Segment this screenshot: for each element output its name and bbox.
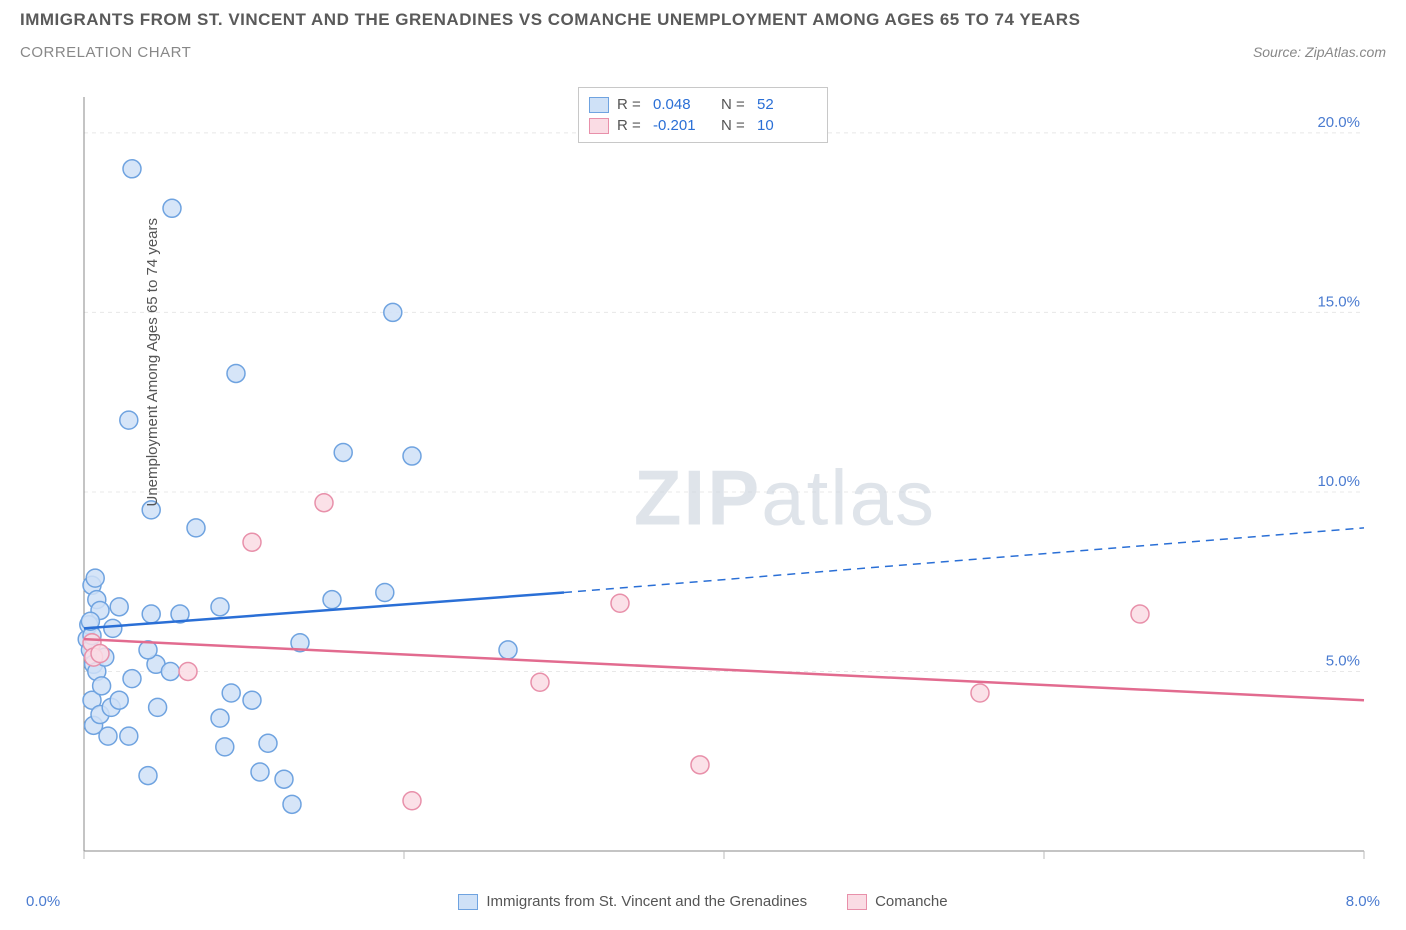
n-value-1: 10 xyxy=(757,117,817,134)
svg-text:10.0%: 10.0% xyxy=(1317,473,1360,490)
stats-legend: R = 0.048 N = 52 R = -0.201 N = 10 xyxy=(578,87,828,143)
swatch-series-1 xyxy=(589,118,609,134)
n-label-1: N = xyxy=(721,117,749,134)
y-axis-label: Unemployment Among Ages 65 to 74 years xyxy=(144,217,161,506)
svg-text:5.0%: 5.0% xyxy=(1326,652,1360,669)
n-label-0: N = xyxy=(721,96,749,113)
stats-row-series-0: R = 0.048 N = 52 xyxy=(589,94,817,115)
legend-swatch-0 xyxy=(458,894,478,910)
r-label-0: R = xyxy=(617,96,645,113)
header: IMMIGRANTS FROM ST. VINCENT AND THE GREN… xyxy=(0,0,1406,61)
x-axis-min-label: 0.0% xyxy=(26,893,60,910)
subtitle: CORRELATION CHART xyxy=(20,44,191,61)
subtitle-row: CORRELATION CHART Source: ZipAtlas.com xyxy=(20,44,1386,61)
series-legend: Immigrants from St. Vincent and the Gren… xyxy=(458,893,947,910)
legend-item-0: Immigrants from St. Vincent and the Gren… xyxy=(458,893,807,910)
scatter-chart: 5.0% 10.0% 15.0% 20.0% xyxy=(20,85,1386,910)
legend-item-1: Comanche xyxy=(847,893,948,910)
r-value-1: -0.201 xyxy=(653,117,713,134)
n-value-0: 52 xyxy=(757,96,817,113)
legend-swatch-1 xyxy=(847,894,867,910)
r-value-0: 0.048 xyxy=(653,96,713,113)
svg-text:15.0%: 15.0% xyxy=(1317,293,1360,310)
svg-text:20.0%: 20.0% xyxy=(1317,114,1360,131)
page-title: IMMIGRANTS FROM ST. VINCENT AND THE GREN… xyxy=(20,10,1386,30)
legend-label-1: Comanche xyxy=(875,893,948,910)
x-axis-max-label: 8.0% xyxy=(1346,893,1380,910)
r-label-1: R = xyxy=(617,117,645,134)
source-label: Source: ZipAtlas.com xyxy=(1253,44,1386,60)
stats-row-series-1: R = -0.201 N = 10 xyxy=(589,115,817,136)
bottom-legend: 0.0% Immigrants from St. Vincent and the… xyxy=(20,893,1386,910)
legend-label-0: Immigrants from St. Vincent and the Gren… xyxy=(486,893,807,910)
swatch-series-0 xyxy=(589,97,609,113)
chart-container: Unemployment Among Ages 65 to 74 years Z… xyxy=(20,85,1386,910)
